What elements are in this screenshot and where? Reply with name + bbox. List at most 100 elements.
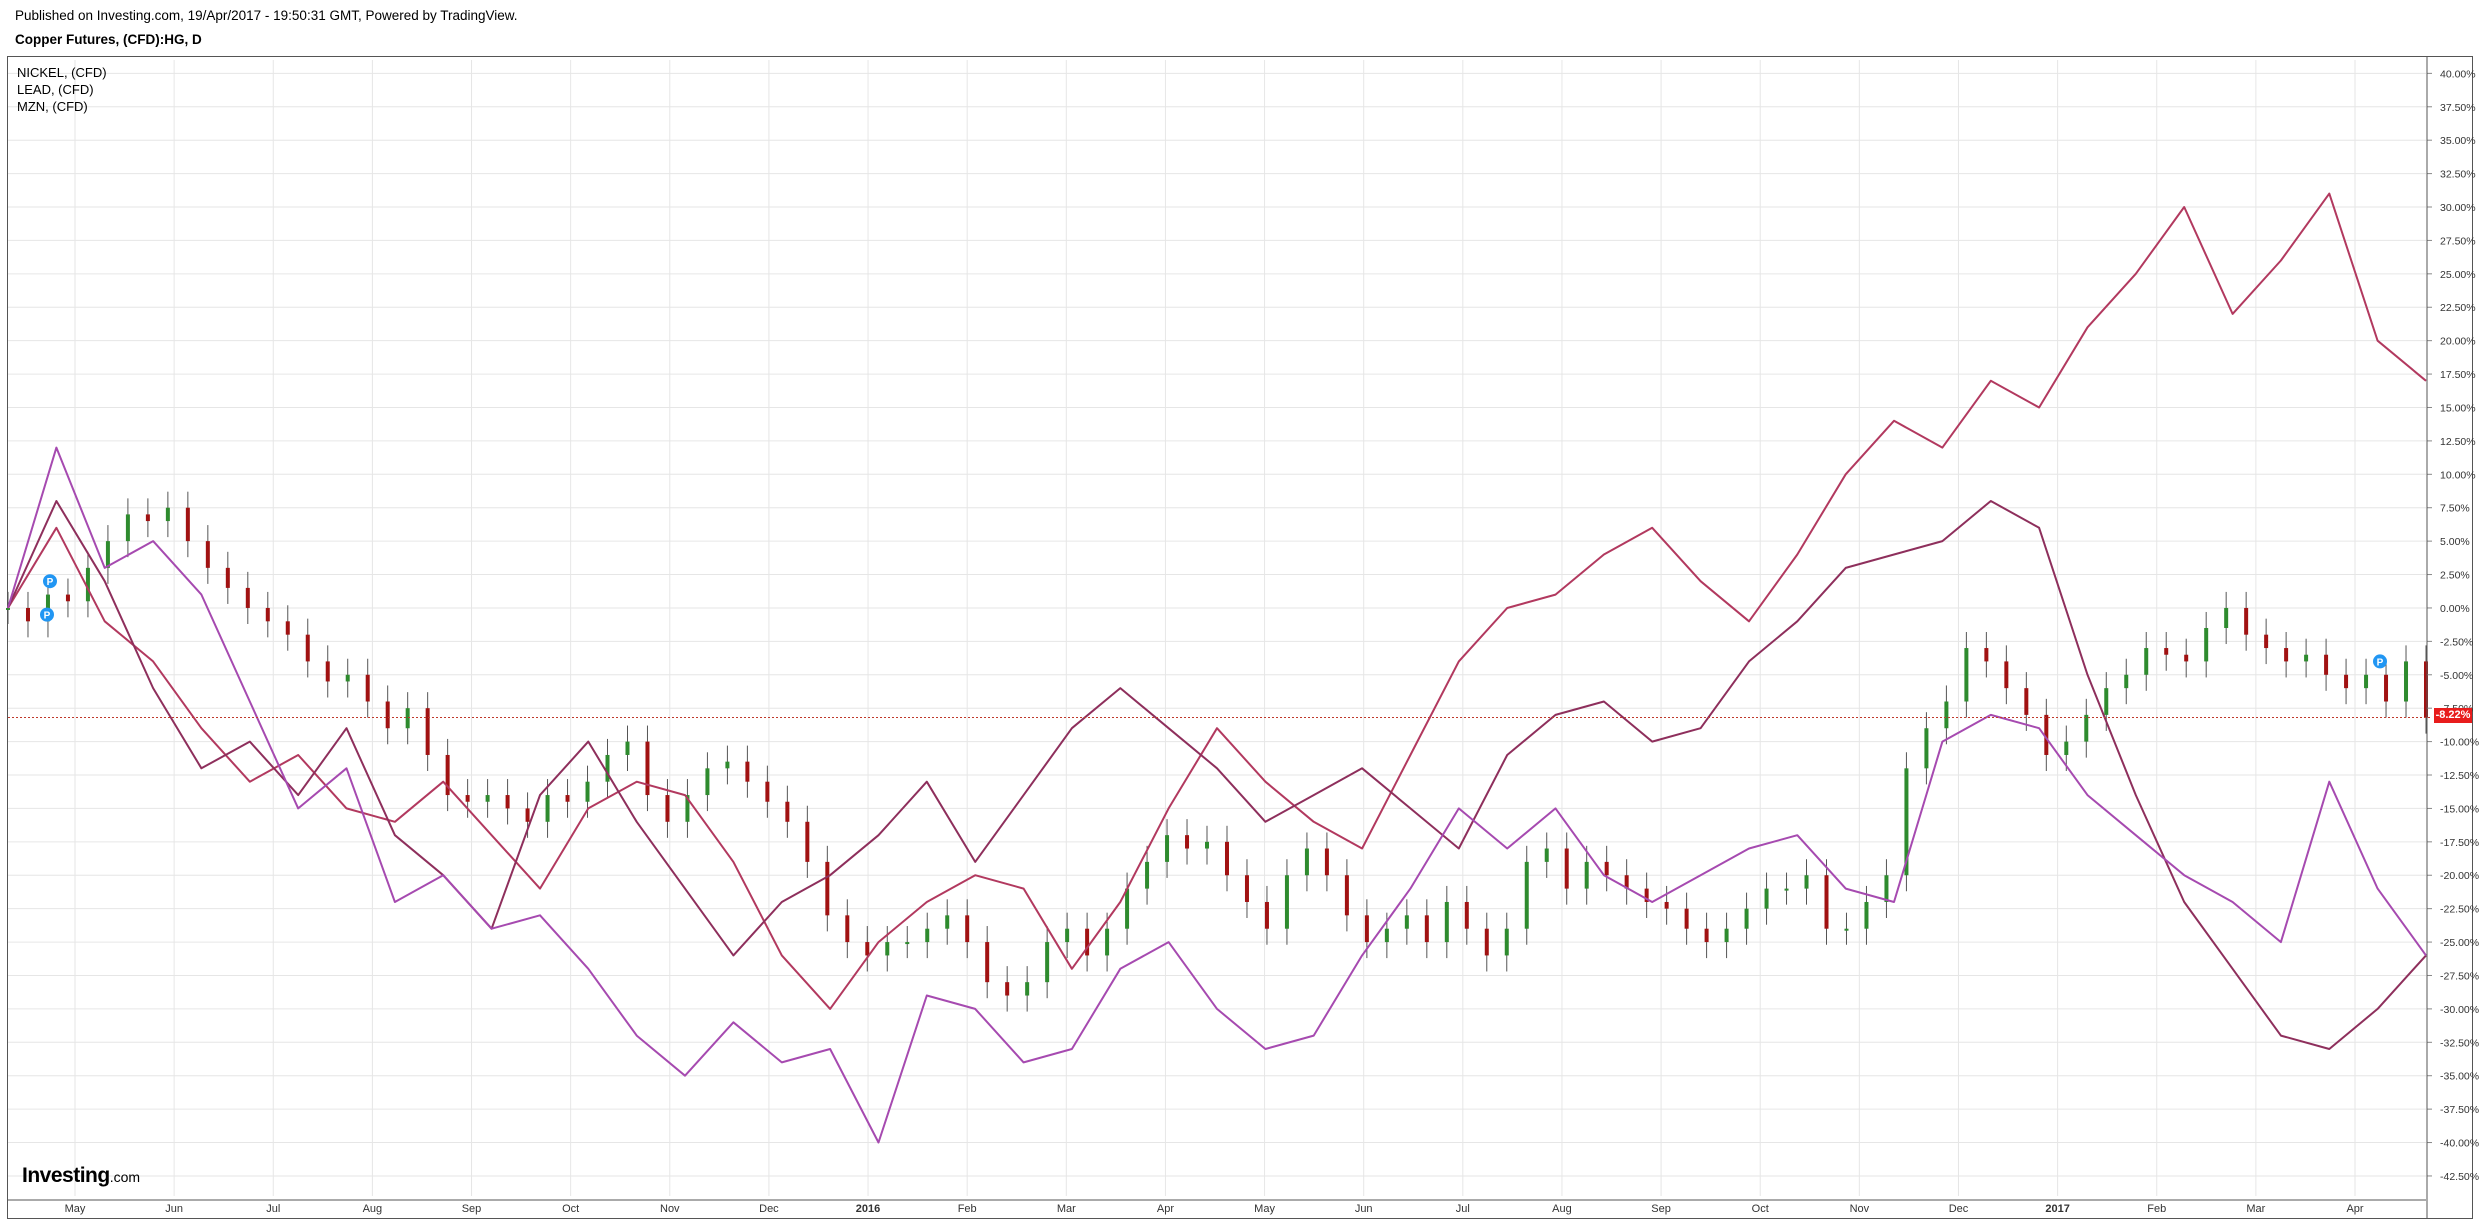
candle-body: [1005, 982, 1010, 996]
candle-body: [205, 541, 210, 568]
candle-body: [185, 507, 190, 542]
y-tick-label: -2.50%: [2440, 636, 2473, 648]
candle-body: [2064, 741, 2069, 755]
candle-body: [1784, 888, 1789, 891]
investing-logo[interactable]: Investing.com: [22, 1164, 140, 1188]
candle-body: [1205, 841, 1210, 849]
candle-body: [925, 928, 930, 943]
candle-body: [1924, 728, 1929, 769]
candle-body: [1145, 861, 1150, 889]
candle-body: [1105, 928, 1110, 956]
candle-body: [145, 514, 150, 522]
candle-body: [25, 607, 30, 622]
y-tick-label: 32.50%: [2440, 169, 2476, 181]
candle-body: [1724, 928, 1729, 943]
candle-body: [605, 754, 610, 782]
candle-body: [2344, 674, 2349, 689]
candle-body: [85, 567, 90, 602]
candle-body: [325, 661, 330, 682]
candle-body: [1085, 928, 1090, 956]
published-line: Published on Investing.com, 19/Apr/2017 …: [15, 8, 518, 23]
candle-body: [2424, 661, 2428, 718]
candle-body: [1364, 915, 1369, 943]
marker-letter: P: [47, 577, 54, 588]
y-tick-label: 17.50%: [2440, 369, 2476, 381]
symbol-title: Copper Futures, (CFD):HG, D: [15, 32, 202, 47]
candle-body: [1764, 888, 1769, 909]
y-tick-label: -40.00%: [2440, 1138, 2479, 1150]
candle-body: [2144, 648, 2149, 675]
candle-body: [1424, 915, 1429, 943]
y-tick-label: 25.00%: [2440, 269, 2476, 281]
candle-body: [2324, 654, 2329, 675]
y-tick-label: 35.00%: [2440, 135, 2476, 147]
candle-body: [945, 915, 950, 929]
marker-circle: [43, 574, 57, 589]
x-tick-label: 2017: [2045, 1203, 2069, 1215]
candle-body: [385, 701, 390, 729]
candle-body: [1544, 848, 1549, 862]
candle-body: [845, 915, 850, 943]
candle-body: [2024, 688, 2029, 715]
y-tick-label: -12.50%: [2440, 770, 2479, 782]
y-tick-label: 22.50%: [2440, 302, 2476, 314]
candle-body: [1684, 908, 1689, 929]
marker-circle: [2373, 654, 2387, 669]
x-tick-label: Apr: [1157, 1203, 1174, 1215]
y-tick-label: -10.00%: [2440, 737, 2479, 749]
candle-body: [965, 915, 970, 943]
candle-body: [2284, 648, 2289, 662]
candle-body: [1484, 928, 1489, 956]
candle-body: [1165, 835, 1170, 862]
candle-body: [2104, 688, 2109, 715]
x-tick-label: May: [65, 1203, 86, 1215]
candle-body: [1324, 848, 1329, 876]
legend-item-mzn[interactable]: MZN, (CFD): [17, 99, 88, 114]
candle-body: [1065, 928, 1070, 943]
y-tick-label: 0.00%: [2440, 603, 2470, 615]
candle-body: [1564, 848, 1569, 889]
candle-body: [1704, 928, 1709, 943]
y-tick-label: 12.50%: [2440, 436, 2476, 448]
x-tick-label: May: [1254, 1203, 1275, 1215]
series-line-nickel: [7, 192, 2427, 1010]
candle-body: [765, 781, 770, 802]
candle-body: [545, 795, 550, 822]
candle-body: [1884, 875, 1889, 902]
candle-body: [1864, 901, 1869, 929]
y-tick-label: 20.00%: [2440, 336, 2476, 348]
candle-body: [2384, 674, 2389, 702]
legend-item-lead[interactable]: LEAD, (CFD): [17, 82, 94, 97]
x-tick-label: Jun: [1355, 1203, 1373, 1215]
y-tick-label: -5.00%: [2440, 670, 2473, 682]
candle-body: [245, 587, 250, 608]
candle-body: [1304, 848, 1309, 876]
series-line-mzn: [7, 446, 2427, 1144]
candle-body: [1984, 648, 1989, 662]
y-tick-label: 7.50%: [2440, 503, 2470, 515]
candle-body: [645, 741, 650, 796]
candle-body: [805, 821, 810, 862]
candle-body: [2164, 648, 2169, 655]
candle-body: [1264, 901, 1269, 929]
candle-body: [125, 514, 130, 542]
x-tick-label: Jul: [1456, 1203, 1470, 1215]
candle-body: [505, 795, 510, 809]
candle-body: [225, 567, 230, 588]
candle-body: [685, 795, 690, 822]
x-tick-label: Jul: [266, 1203, 280, 1215]
legend-item-nickel[interactable]: NICKEL, (CFD): [17, 65, 107, 80]
candle-body: [1964, 648, 1969, 702]
candle-body: [1185, 835, 1190, 849]
y-tick-label: -20.00%: [2440, 870, 2479, 882]
candle-body: [745, 761, 750, 782]
candle-body: [1344, 875, 1349, 916]
candle-body: [165, 507, 170, 522]
y-tick-label: 37.50%: [2440, 102, 2476, 114]
candle-body: [1404, 915, 1409, 929]
candle-body: [1464, 901, 1469, 929]
candle-body: [1504, 928, 1509, 956]
y-tick-label: -35.00%: [2440, 1071, 2479, 1083]
candle-body: [1224, 841, 1229, 876]
